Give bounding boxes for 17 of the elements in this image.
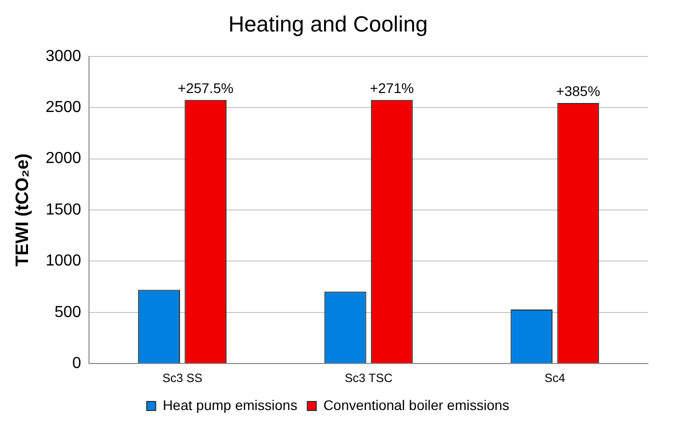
annotation: +271% <box>370 80 414 96</box>
legend-label: Heat pump emissions <box>162 396 298 413</box>
x-tick-label: Sc3 TSC <box>344 371 393 386</box>
y-axis-title: TEWI (tCO₂e) <box>12 154 32 266</box>
x-tick-label: Sc4 <box>544 371 566 386</box>
y-tick-label: 1500 <box>46 201 82 218</box>
y-tick-label: 2000 <box>46 150 82 168</box>
chart-title: Heating and Cooling <box>228 11 428 36</box>
y-tick-label: 0 <box>72 355 82 372</box>
y-tick-label: 500 <box>54 304 82 321</box>
annotation: +257.5% <box>178 80 234 96</box>
y-tick-label: 1000 <box>46 252 82 270</box>
y-tick-label: 3000 <box>46 48 82 65</box>
legend-label: Conventional boiler emissions <box>323 396 510 413</box>
y-tick-label: 2500 <box>46 99 82 116</box>
annotation: +385% <box>556 82 600 99</box>
x-tick-label: Sc3 SS <box>162 371 202 386</box>
